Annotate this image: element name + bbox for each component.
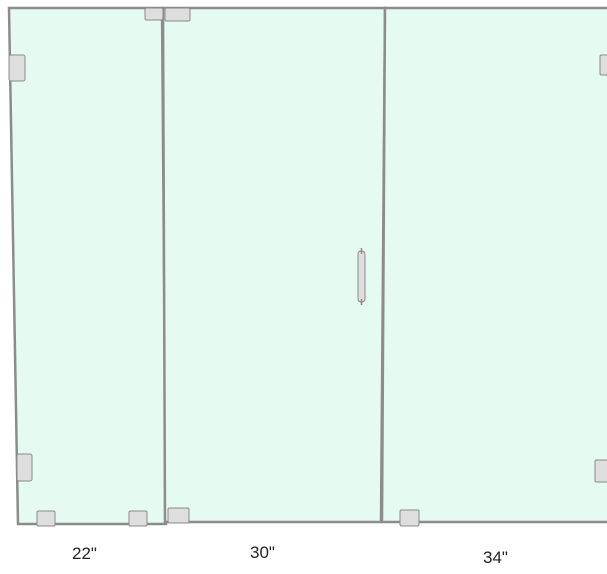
floor-clamp-left-2 bbox=[128, 510, 148, 527]
floor-clamp-right bbox=[399, 509, 420, 527]
left-fixed-panel bbox=[7, 6, 168, 526]
dimension-label-right-panel: 34" bbox=[483, 548, 508, 567]
top-clip-left bbox=[144, 7, 164, 21]
door-handle bbox=[357, 250, 366, 303]
floor-clamp-left-1 bbox=[36, 510, 56, 527]
wall-clamp-top-left bbox=[8, 54, 26, 82]
dimension-label-center-panel: 30" bbox=[250, 543, 275, 562]
dimension-label-left-panel: 22" bbox=[72, 544, 97, 563]
wall-clamp-top-right bbox=[599, 54, 607, 76]
top-clip-hinge bbox=[164, 7, 191, 22]
wall-clamp-bottom-left bbox=[16, 453, 33, 482]
right-fixed-panel bbox=[380, 6, 607, 524]
center-door-panel bbox=[161, 6, 387, 524]
wall-clamp-bottom-right bbox=[594, 459, 607, 483]
bottom-pivot-hinge bbox=[167, 507, 190, 524]
